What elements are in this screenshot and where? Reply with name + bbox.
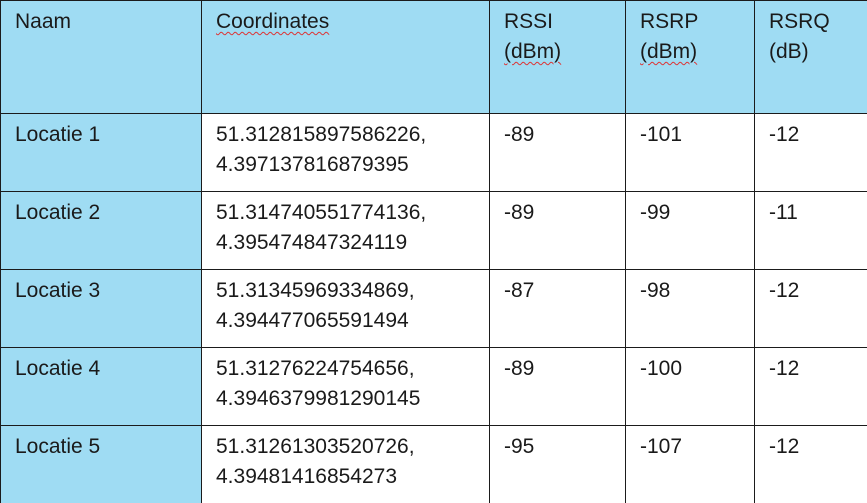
cell-coordinates: 51.314740551774136, 4.395474847324119 [201, 191, 490, 270]
table-row: Locatie 2 51.314740551774136, 4.395474847… [0, 191, 867, 270]
cell-naam: Locatie 4 [0, 347, 202, 426]
header-rsrp-unit: (dBm) [640, 40, 698, 63]
header-rsrq: RSRQ (dB) [754, 0, 867, 114]
header-rssi: RSSI (dBm) [489, 0, 626, 114]
cell-coordinates: 51.312815897586226, 4.397137816879395 [201, 113, 490, 192]
cell-rsrq: -11 [754, 191, 867, 270]
header-rssi-unit: (dBm) [504, 40, 562, 63]
header-naam-label: Naam [15, 10, 72, 33]
cell-lat: 51.31261303520726, [216, 435, 415, 458]
cell-naam: Locatie 1 [0, 113, 202, 192]
cell-rsrq: -12 [754, 425, 867, 503]
header-rsrp-label: RSRP [640, 10, 699, 33]
table-row: Locatie 3 51.31345969334869, 4.3944770655… [0, 269, 867, 348]
cell-naam: Locatie 5 [0, 425, 202, 503]
cell-lon: 4.397137816879395 [216, 153, 409, 176]
cell-rssi: -87 [489, 269, 626, 348]
cell-lon: 4.394477065591494 [216, 309, 409, 332]
cell-lon: 4.3946379981290145 [216, 387, 421, 410]
table-row: Locatie 5 51.31261303520726, 4.3948141685… [0, 425, 867, 503]
header-rsrq-unit: (dB) [769, 40, 809, 63]
header-row: Naam Coordinates RSSI (dBm) RSRP (dBm) R… [0, 0, 867, 114]
cell-rsrp: -100 [625, 347, 755, 426]
cell-lat: 51.312815897586226, [216, 123, 427, 146]
cell-lat: 51.31345969334869, [216, 279, 415, 302]
table-row: Locatie 4 51.31276224754656, 4.3946379981… [0, 347, 867, 426]
header-coordinates: Coordinates [201, 0, 490, 114]
cell-lat: 51.314740551774136, [216, 201, 427, 224]
cell-rsrp: -107 [625, 425, 755, 503]
header-coordinates-label: Coordinates [216, 10, 330, 33]
cell-coordinates: 51.31276224754656, 4.3946379981290145 [201, 347, 490, 426]
cell-rssi: -89 [489, 191, 626, 270]
table-row: Locatie 1 51.312815897586226, 4.397137816… [0, 113, 867, 192]
cell-naam: Locatie 2 [0, 191, 202, 270]
cell-rssi: -95 [489, 425, 626, 503]
cell-rsrq: -12 [754, 113, 867, 192]
cell-rsrq: -12 [754, 347, 867, 426]
cell-rsrq: -12 [754, 269, 867, 348]
cell-rsrp: -98 [625, 269, 755, 348]
header-naam: Naam [0, 0, 202, 114]
header-rssi-label: RSSI [504, 10, 554, 33]
cell-lon: 4.39481416854273 [216, 465, 398, 488]
cell-lon: 4.395474847324119 [216, 231, 408, 254]
cell-coordinates: 51.31345969334869, 4.394477065591494 [201, 269, 490, 348]
cell-naam: Locatie 3 [0, 269, 202, 348]
header-rsrq-label: RSRQ [769, 10, 830, 33]
cell-rssi: -89 [489, 347, 626, 426]
header-rsrp: RSRP (dBm) [625, 0, 755, 114]
cell-rssi: -89 [489, 113, 626, 192]
cell-coordinates: 51.31261303520726, 4.39481416854273 [201, 425, 490, 503]
cell-lat: 51.31276224754656, [216, 357, 415, 380]
cell-rsrp: -99 [625, 191, 755, 270]
cell-rsrp: -101 [625, 113, 755, 192]
